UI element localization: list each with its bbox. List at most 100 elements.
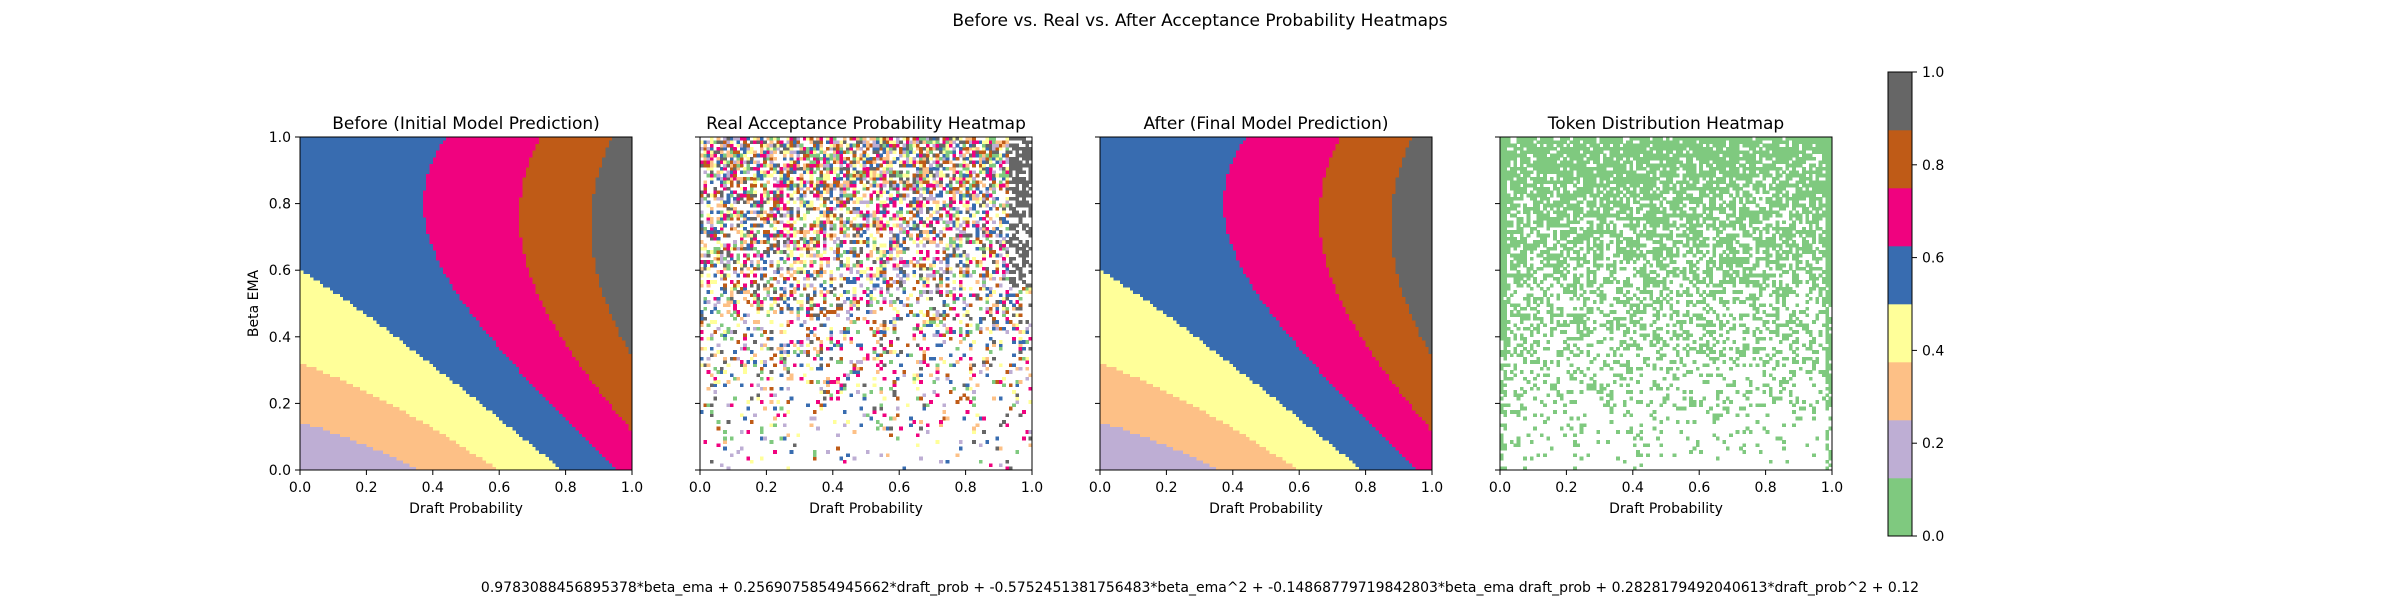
heatmap-cell (410, 437, 414, 441)
heatmap-cell (456, 390, 460, 394)
heatmap-cell (307, 237, 311, 241)
heatmap-cell (363, 177, 367, 181)
heatmap-cell (426, 393, 430, 397)
heatmap-cell (356, 340, 360, 344)
heatmap-cell (433, 407, 437, 411)
heatmap-cell (396, 390, 400, 394)
heatmap-cell (313, 277, 317, 281)
heatmap-cell (413, 407, 417, 411)
heatmap-cell (446, 380, 450, 384)
heatmap-cell (456, 337, 460, 341)
heatmap-cell (433, 200, 437, 204)
heatmap-cell (333, 353, 337, 357)
heatmap-cell (413, 367, 417, 371)
heatmap-cell (420, 457, 424, 461)
heatmap-cell (300, 204, 304, 208)
heatmap-cell (353, 310, 357, 314)
heatmap-cell (376, 170, 380, 174)
heatmap-cell (410, 353, 414, 357)
heatmap-cell (307, 317, 311, 321)
heatmap-cell (320, 387, 324, 391)
heatmap-cell (413, 353, 417, 357)
heatmap-cell (413, 277, 417, 281)
heatmap-cell (426, 140, 430, 144)
heatmap-cell (356, 363, 360, 367)
heatmap-cell (439, 350, 443, 354)
heatmap-cell (390, 343, 394, 347)
heatmap-cell (400, 230, 404, 234)
heatmap-cell (300, 353, 304, 357)
heatmap-cell (436, 250, 440, 254)
heatmap-cell (303, 167, 307, 171)
heatmap-cell (310, 304, 314, 308)
heatmap-cell (406, 157, 410, 161)
heatmap-cell (443, 164, 447, 168)
heatmap-cell (420, 310, 424, 314)
heatmap-cell (327, 194, 331, 198)
heatmap-cell (433, 244, 437, 248)
heatmap-cell (300, 397, 304, 401)
heatmap-cell (413, 337, 417, 341)
heatmap-cell (330, 250, 334, 254)
heatmap-cell (420, 403, 424, 407)
heatmap-cell (416, 254, 420, 258)
heatmap-cell (303, 174, 307, 178)
heatmap-cell (386, 437, 390, 441)
heatmap-cell (346, 367, 350, 371)
heatmap-cell (373, 363, 377, 367)
heatmap-cell (350, 240, 354, 244)
heatmap-cell (449, 144, 453, 148)
heatmap-cell (456, 417, 460, 421)
heatmap-cell (416, 393, 420, 397)
heatmap-cell (396, 237, 400, 241)
heatmap-cell (393, 360, 397, 364)
heatmap-cell (393, 264, 397, 268)
heatmap-cell (303, 440, 307, 444)
heatmap-cell (346, 313, 350, 317)
heatmap-cell (370, 370, 374, 374)
heatmap-cell (406, 413, 410, 417)
heatmap-cell (403, 413, 407, 417)
heatmap-cell (416, 300, 420, 304)
heatmap-cell (449, 413, 453, 417)
heatmap-cell (400, 367, 404, 371)
heatmap-cell (439, 343, 443, 347)
heatmap-cell (350, 224, 354, 228)
heatmap-cell (337, 460, 341, 464)
heatmap-cell (406, 453, 410, 457)
heatmap-cell (363, 274, 367, 278)
heatmap-cell (320, 373, 324, 377)
heatmap-cell (439, 304, 443, 308)
heatmap-cell (317, 370, 321, 374)
heatmap-cell (449, 140, 453, 144)
heatmap-cell (449, 290, 453, 294)
heatmap-cell (403, 397, 407, 401)
heatmap-cell (386, 407, 390, 411)
heatmap-cell (320, 260, 324, 264)
heatmap-cell (410, 363, 414, 367)
heatmap-cell (413, 317, 417, 321)
heatmap-cell (423, 340, 427, 344)
heatmap-cell (376, 407, 380, 411)
heatmap-cell (446, 350, 450, 354)
heatmap-cell (433, 337, 437, 341)
heatmap-cell (343, 174, 347, 178)
heatmap-cell (393, 330, 397, 334)
heatmap-cell (303, 280, 307, 284)
heatmap-cell (303, 217, 307, 221)
heatmap-cell (396, 147, 400, 151)
heatmap-cell (459, 294, 463, 298)
heatmap-cell (346, 323, 350, 327)
heatmap-cell (386, 347, 390, 351)
heatmap-cell (396, 250, 400, 254)
heatmap-cell (313, 297, 317, 301)
heatmap-cell (327, 277, 331, 281)
heatmap-cell (429, 294, 433, 298)
heatmap-cell (426, 190, 430, 194)
heatmap-cell (383, 217, 387, 221)
heatmap-cell (400, 140, 404, 144)
heatmap-cell (320, 390, 324, 394)
heatmap-cell (456, 137, 460, 141)
heatmap-cell (300, 147, 304, 151)
heatmap-cell (307, 214, 311, 218)
